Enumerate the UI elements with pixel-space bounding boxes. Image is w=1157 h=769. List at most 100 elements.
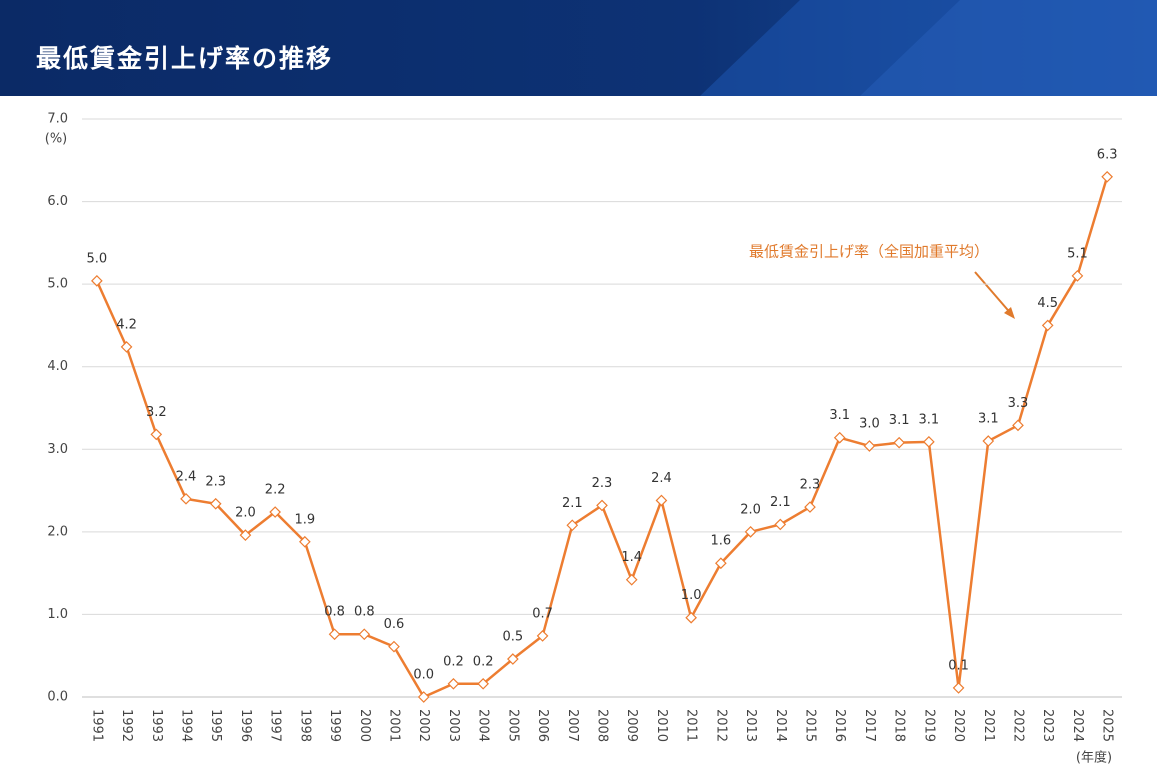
- marker: [269, 506, 281, 518]
- header-decoration: [700, 0, 1157, 96]
- marker: [774, 518, 787, 531]
- data-label: 0.6: [384, 617, 405, 632]
- marker: [388, 640, 400, 653]
- x-tick-label: 2015: [803, 709, 818, 742]
- y-tick-label: 7.0: [47, 112, 68, 127]
- marker: [952, 682, 965, 694]
- data-label: 0.0: [413, 668, 434, 683]
- marker: [685, 611, 697, 624]
- x-tick-label: 2002: [416, 709, 431, 742]
- marker: [1101, 170, 1113, 183]
- x-tick-label: 2003: [446, 709, 461, 742]
- x-tick-label: 2008: [595, 709, 610, 742]
- marker: [239, 529, 252, 542]
- data-label: 2.1: [562, 496, 583, 511]
- marker: [507, 653, 519, 665]
- x-tick-label: 2009: [624, 709, 639, 742]
- marker: [328, 628, 341, 641]
- y-tick-label: 6.0: [47, 194, 68, 209]
- x-tick-label: 2025: [1100, 709, 1115, 742]
- y-tick-label: 4.0: [47, 359, 68, 374]
- x-tick-label: 2024: [1070, 709, 1085, 742]
- data-label: 4.2: [116, 317, 137, 332]
- x-tick-label: 1997: [268, 709, 283, 742]
- marker: [417, 691, 430, 703]
- data-label: 0.8: [354, 605, 375, 620]
- x-tick-label: 1996: [238, 709, 253, 742]
- marker: [596, 499, 608, 512]
- marker: [150, 428, 163, 441]
- data-label: 0.2: [443, 654, 464, 669]
- x-tick-label: 2005: [505, 709, 520, 742]
- marker: [299, 535, 311, 548]
- data-label: 6.3: [1097, 147, 1118, 162]
- marker: [715, 557, 727, 570]
- marker: [625, 573, 638, 586]
- data-label: 1.6: [711, 534, 732, 549]
- data-label: 3.1: [978, 412, 999, 427]
- marker: [982, 435, 995, 447]
- data-label: 0.2: [473, 654, 494, 669]
- data-label: 2.4: [176, 469, 197, 484]
- data-label: 2.0: [235, 506, 256, 521]
- data-label: 5.1: [1067, 246, 1088, 261]
- data-label: 3.2: [146, 405, 167, 420]
- x-tick-label: 1991: [89, 709, 104, 742]
- data-label: 2.2: [265, 483, 286, 498]
- x-tick-label: 2018: [892, 709, 907, 742]
- data-label: 2.3: [205, 474, 226, 489]
- data-label: 2.1: [770, 495, 791, 510]
- data-label: 0.5: [503, 630, 524, 645]
- x-tick-label: 2006: [535, 709, 550, 742]
- data-label: 2.4: [651, 471, 672, 486]
- marker: [536, 630, 549, 642]
- data-label: 3.1: [889, 413, 910, 428]
- x-tick-label: 2019: [921, 709, 936, 742]
- annotation-arrowhead: [1004, 307, 1015, 319]
- data-label: 0.7: [532, 606, 553, 621]
- data-label: 3.0: [859, 416, 880, 431]
- marker: [923, 436, 935, 448]
- marker: [833, 431, 846, 444]
- marker: [447, 677, 460, 690]
- data-label: 2.0: [740, 502, 761, 517]
- x-tick-label: 1992: [119, 709, 134, 742]
- data-label: 3.1: [829, 408, 850, 423]
- y-unit: (%): [45, 132, 68, 147]
- x-axis-label: (年度): [1076, 750, 1112, 766]
- data-label: 4.5: [1037, 296, 1058, 311]
- annotation: 最低賃金引上げ率（全国加重平均）: [749, 243, 989, 261]
- x-tick-label: 2000: [357, 709, 372, 742]
- marker: [120, 341, 133, 353]
- marker: [1041, 319, 1054, 332]
- x-tick-label: 2001: [387, 709, 402, 742]
- marker: [477, 677, 489, 690]
- marker: [209, 497, 222, 510]
- x-tick-label: 1999: [327, 709, 342, 742]
- data-label: 2.3: [800, 478, 821, 493]
- chart-title: 最低賃金引上げ率の推移: [36, 44, 333, 73]
- x-tick-label: 2013: [743, 709, 758, 742]
- data-label: 1.0: [681, 588, 702, 603]
- x-tick-label: 2017: [862, 709, 877, 742]
- annotation-arrow: [974, 271, 1014, 317]
- marker: [358, 628, 371, 641]
- marker: [655, 494, 668, 507]
- y-tick-label: 1.0: [47, 607, 68, 622]
- marker: [804, 501, 816, 513]
- data-label: 0.1: [948, 658, 969, 673]
- marker: [180, 492, 192, 505]
- x-tick-label: 2020: [951, 709, 966, 742]
- y-tick-label: 5.0: [47, 277, 68, 292]
- marker: [566, 519, 579, 532]
- data-label: 0.8: [324, 605, 345, 620]
- x-tick-label: 2022: [1011, 709, 1026, 742]
- x-tick-label: 1993: [149, 709, 164, 742]
- x-tick-label: 2012: [713, 709, 728, 742]
- x-tick-label: 2016: [832, 709, 847, 742]
- x-tick-label: 2011: [684, 709, 699, 742]
- x-tick-label: 2014: [773, 709, 788, 742]
- x-tick-label: 1998: [297, 709, 312, 742]
- marker: [1071, 270, 1084, 282]
